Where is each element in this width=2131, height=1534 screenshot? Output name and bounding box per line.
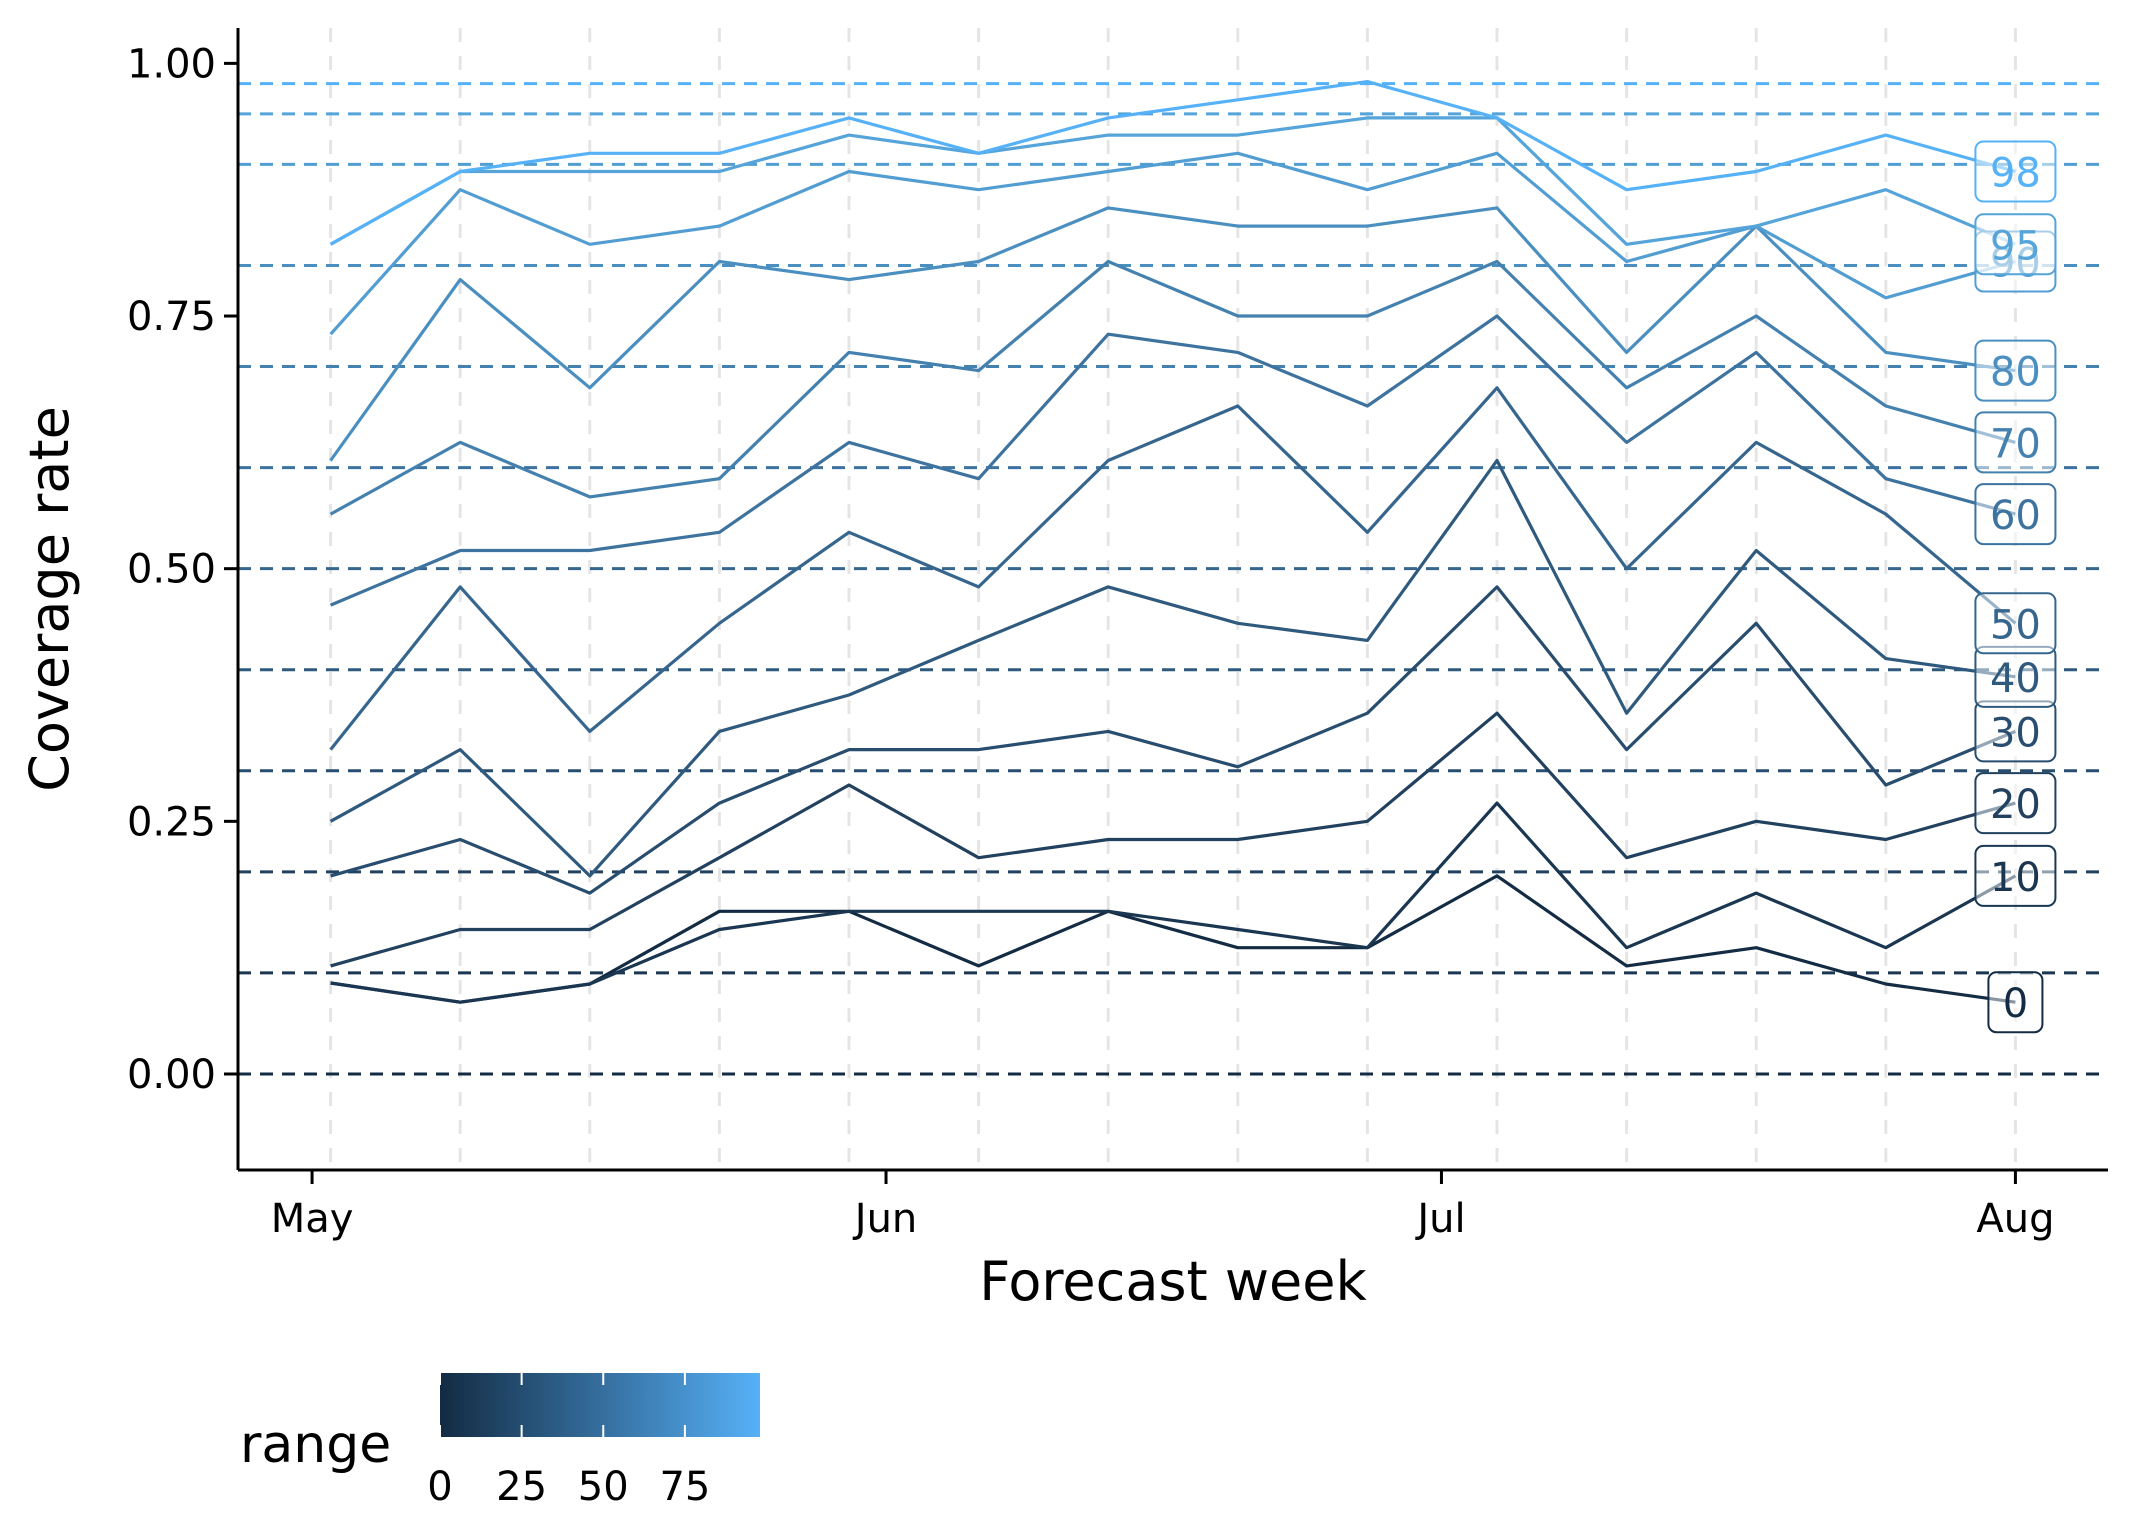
end-label-text-60: 60 xyxy=(1990,493,2041,539)
series-line-30 xyxy=(330,585,2017,895)
end-label-50: 50 xyxy=(1974,592,2057,655)
x-tick-label-Jun: Jun xyxy=(852,1196,918,1242)
end-label-text-80: 80 xyxy=(1990,350,2041,396)
end-label-text-40: 40 xyxy=(1990,656,2041,702)
series-line-60 xyxy=(329,314,2016,607)
legend-tick-label-50: 50 xyxy=(578,1464,629,1510)
end-label-10: 10 xyxy=(1974,844,2057,907)
end-label-20: 20 xyxy=(1974,772,2057,835)
nominal-reference-lines xyxy=(238,82,2108,1076)
end-label-30: 30 xyxy=(1974,700,2057,763)
end-label-box-95 xyxy=(1974,213,2057,276)
legend-colorbar xyxy=(440,1373,760,1437)
end-label-text-70: 70 xyxy=(1990,421,2041,467)
y-tick-label-0.25: 0.25 xyxy=(127,799,216,845)
series-end-labels: 01020304050607080909598 xyxy=(1974,140,2057,1034)
series-line-20 xyxy=(330,711,2016,968)
x-tick-label-Aug: Aug xyxy=(1976,1196,2054,1242)
series-line-90 xyxy=(329,151,2016,336)
end-label-text-50: 50 xyxy=(1990,602,2041,648)
end-label-text-98: 98 xyxy=(1990,151,2041,197)
series-line-0 xyxy=(330,874,2016,1004)
y-tick-label-0.00: 0.00 xyxy=(127,1052,216,1098)
end-label-60: 60 xyxy=(1974,483,2057,546)
series-line-80 xyxy=(329,206,2016,462)
x-tick-label-May: May xyxy=(271,1196,354,1242)
end-label-text-95: 95 xyxy=(1990,223,2041,269)
series-line-40 xyxy=(329,458,2016,878)
legend-tick-label-25: 25 xyxy=(496,1464,547,1510)
series-line-95 xyxy=(329,116,2017,246)
end-label-box-20 xyxy=(1974,772,2057,835)
axes: 0.00 0.25 0.50 0.75 1.00 May Jun Jul Aug xyxy=(127,28,2108,1242)
end-label-98: 98 xyxy=(1974,140,2057,203)
end-label-box-80 xyxy=(1974,339,2057,402)
end-label-70: 70 xyxy=(1974,411,2057,474)
y-tick-label-0.50: 0.50 xyxy=(127,547,216,593)
series-line-10 xyxy=(330,801,2017,1004)
series-line-70 xyxy=(329,259,2016,516)
end-label-text-30: 30 xyxy=(1990,710,2041,756)
series-line-50 xyxy=(329,386,2017,751)
end-label-text-10: 10 xyxy=(1990,855,2041,901)
y-axis-title: Coverage rate xyxy=(18,406,81,792)
legend-tick-label-75: 75 xyxy=(659,1464,710,1510)
y-tick-label-0.75: 0.75 xyxy=(127,294,216,340)
legend: range 0 25 50 75 xyxy=(240,1373,760,1510)
x-axis-title: Forecast week xyxy=(979,1250,1367,1313)
end-label-box-60 xyxy=(1974,483,2057,546)
end-label-box-50 xyxy=(1974,592,2057,655)
end-label-box-10 xyxy=(1974,844,2057,907)
y-tick-label-1.00: 1.00 xyxy=(127,41,216,87)
end-label-40: 40 xyxy=(1974,645,2057,708)
end-label-95: 95 xyxy=(1974,213,2057,276)
end-label-box-70 xyxy=(1974,411,2057,474)
end-label-text-0: 0 xyxy=(2003,981,2028,1027)
end-label-box-0 xyxy=(1987,971,2044,1034)
x-tick-label-Jul: Jul xyxy=(1414,1196,1465,1242)
end-label-box-98 xyxy=(1974,140,2057,203)
coverage-series xyxy=(329,79,2017,1004)
end-label-80: 80 xyxy=(1974,339,2057,402)
series-line-98 xyxy=(329,79,2016,246)
end-label-text-20: 20 xyxy=(1990,782,2041,828)
end-label-0: 0 xyxy=(1987,971,2044,1034)
vertical-gridlines xyxy=(329,28,2017,1170)
legend-title: range xyxy=(240,1415,391,1475)
legend-tick-label-0: 0 xyxy=(427,1464,452,1510)
